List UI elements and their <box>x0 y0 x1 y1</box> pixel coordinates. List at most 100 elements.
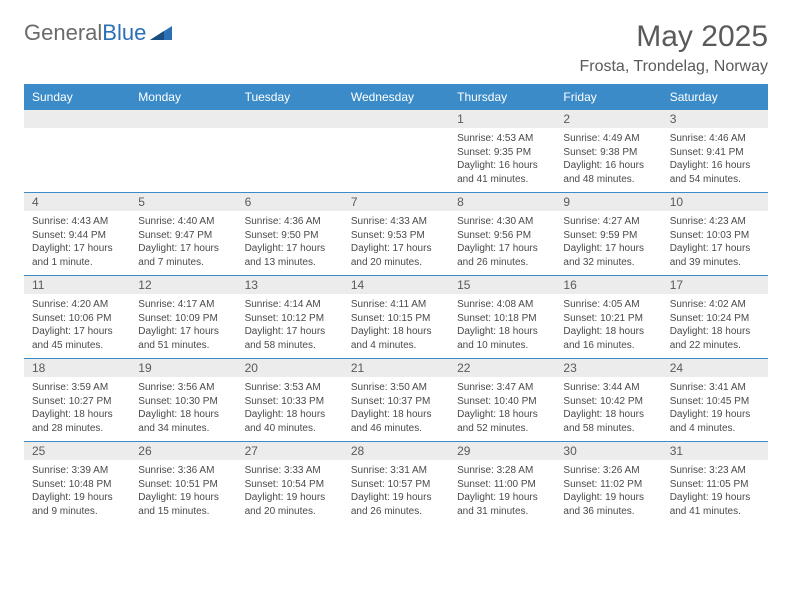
day-number-row: 1 <box>449 110 555 128</box>
daylight-text: Daylight: 19 hours and 36 minutes. <box>563 491 653 518</box>
day-content <box>130 128 236 186</box>
sunset-text: Sunset: 9:41 PM <box>670 146 760 160</box>
calendar-day: 16 Sunrise: 4:05 AMSunset: 10:21 PMDaylig… <box>555 276 661 358</box>
calendar-day: 29Sunrise: 3:28 AMSunset: 11:00 PMDaylig… <box>449 442 555 524</box>
day-content: Sunrise: 4:14 AMSunset: 10:12 PMDaylight… <box>237 294 343 358</box>
sunset-text: Sunset: 9:38 PM <box>563 146 653 160</box>
day-content: Sunrise: 4:20 AMSunset: 10:06 PMDaylight… <box>24 294 130 358</box>
calendar-day: 24 Sunrise: 3:41 AMSunset: 10:45 PMDaylig… <box>662 359 768 441</box>
calendar-day: 30 Sunrise: 3:26 AMSunset: 11:02 PMDaylig… <box>555 442 661 524</box>
header: GeneralBlue May 2025 Frosta, Trondelag, … <box>24 20 768 76</box>
weekday-header: Sunday <box>24 84 130 110</box>
calendar-page: GeneralBlue May 2025 Frosta, Trondelag, … <box>0 0 792 534</box>
day-content: Sunrise: 3:59 AMSunset: 10:27 PMDaylight… <box>24 377 130 441</box>
sunset-text: Sunset: 10:27 PM <box>32 395 122 409</box>
calendar-day: 5Sunrise: 4:40 AMSunset: 9:47 PMDaylight… <box>130 193 236 275</box>
sunrise-text: Sunrise: 4:33 AM <box>351 215 441 229</box>
sunset-text: Sunset: 10:12 PM <box>245 312 335 326</box>
sunset-text: Sunset: 9:59 PM <box>563 229 653 243</box>
calendar-week: 18Sunrise: 3:59 AMSunset: 10:27 PMDaylig… <box>24 359 768 442</box>
day-content: Sunrise: 3:41 AMSunset: 10:45 PMDaylight… <box>662 377 768 441</box>
daylight-text: Daylight: 18 hours and 46 minutes. <box>351 408 441 435</box>
daylight-text: Daylight: 18 hours and 22 minutes. <box>670 325 760 352</box>
day-number-row: 30 <box>555 442 661 460</box>
day-content: Sunrise: 3:36 AMSunset: 10:51 PMDaylight… <box>130 460 236 524</box>
calendar-day: 14Sunrise: 4:11 AMSunset: 10:15 PMDaylig… <box>343 276 449 358</box>
sunrise-text: Sunrise: 4:49 AM <box>563 132 653 146</box>
sunrise-text: Sunrise: 4:46 AM <box>670 132 760 146</box>
day-content: Sunrise: 3:28 AMSunset: 11:00 PMDaylight… <box>449 460 555 524</box>
day-number-row: 10 <box>662 193 768 211</box>
sunset-text: Sunset: 10:48 PM <box>32 478 122 492</box>
daylight-text: Daylight: 16 hours and 41 minutes. <box>457 159 547 186</box>
sunset-text: Sunset: 10:03 PM <box>670 229 760 243</box>
calendar-grid: SundayMondayTuesdayWednesdayThursdayFrid… <box>24 84 768 524</box>
day-number: 20 <box>237 361 266 375</box>
weekday-header: Saturday <box>662 84 768 110</box>
daylight-text: Daylight: 18 hours and 52 minutes. <box>457 408 547 435</box>
day-number-row: 31 <box>662 442 768 460</box>
sunset-text: Sunset: 10:40 PM <box>457 395 547 409</box>
calendar-day: 15Sunrise: 4:08 AMSunset: 10:18 PMDaylig… <box>449 276 555 358</box>
sunrise-text: Sunrise: 4:40 AM <box>138 215 228 229</box>
daylight-text: Daylight: 17 hours and 39 minutes. <box>670 242 760 269</box>
day-number: 24 <box>662 361 691 375</box>
day-content <box>237 128 343 186</box>
sunrise-text: Sunrise: 4:43 AM <box>32 215 122 229</box>
day-content: Sunrise: 3:23 AMSunset: 11:05 PMDaylight… <box>662 460 768 524</box>
logo-blue: Blue <box>102 20 146 45</box>
day-number-row: 11 <box>24 276 130 294</box>
day-content: Sunrise: 4:27 AMSunset: 9:59 PMDaylight:… <box>555 211 661 275</box>
day-number: 1 <box>449 112 472 126</box>
day-content <box>24 128 130 186</box>
day-number-row: 18 <box>24 359 130 377</box>
daylight-text: Daylight: 19 hours and 4 minutes. <box>670 408 760 435</box>
day-number: 17 <box>662 278 691 292</box>
calendar-day: 12Sunrise: 4:17 AMSunset: 10:09 PMDaylig… <box>130 276 236 358</box>
day-number: 16 <box>555 278 584 292</box>
day-content: Sunrise: 4:11 AMSunset: 10:15 PMDaylight… <box>343 294 449 358</box>
daylight-text: Daylight: 19 hours and 26 minutes. <box>351 491 441 518</box>
sunset-text: Sunset: 10:45 PM <box>670 395 760 409</box>
logo-general: General <box>24 20 102 45</box>
day-number: 11 <box>24 278 52 292</box>
sunrise-text: Sunrise: 3:47 AM <box>457 381 547 395</box>
day-content: Sunrise: 3:33 AMSunset: 10:54 PMDaylight… <box>237 460 343 524</box>
calendar-day <box>24 110 130 192</box>
calendar-day: 17Sunrise: 4:02 AMSunset: 10:24 PMDaylig… <box>662 276 768 358</box>
daylight-text: Daylight: 17 hours and 20 minutes. <box>351 242 441 269</box>
title-block: May 2025 Frosta, Trondelag, Norway <box>579 20 768 76</box>
sunrise-text: Sunrise: 3:36 AM <box>138 464 228 478</box>
calendar-day: 19Sunrise: 3:56 AMSunset: 10:30 PMDaylig… <box>130 359 236 441</box>
weekday-header: Monday <box>130 84 236 110</box>
day-number-row: 25 <box>24 442 130 460</box>
day-number-row: 4 <box>24 193 130 211</box>
day-number: 12 <box>130 278 159 292</box>
day-content: Sunrise: 4:46 AMSunset: 9:41 PMDaylight:… <box>662 128 768 192</box>
weekday-header: Tuesday <box>237 84 343 110</box>
sunrise-text: Sunrise: 3:50 AM <box>351 381 441 395</box>
day-number-row <box>130 110 236 128</box>
sunset-text: Sunset: 11:00 PM <box>457 478 547 492</box>
sunset-text: Sunset: 9:50 PM <box>245 229 335 243</box>
day-content: Sunrise: 3:39 AMSunset: 10:48 PMDaylight… <box>24 460 130 524</box>
location-subtitle: Frosta, Trondelag, Norway <box>579 58 768 76</box>
calendar-day: 7Sunrise: 4:33 AMSunset: 9:53 PMDaylight… <box>343 193 449 275</box>
day-content: Sunrise: 4:33 AMSunset: 9:53 PMDaylight:… <box>343 211 449 275</box>
day-number: 30 <box>555 444 584 458</box>
daylight-text: Daylight: 19 hours and 31 minutes. <box>457 491 547 518</box>
day-number-row: 7 <box>343 193 449 211</box>
weekday-header: Wednesday <box>343 84 449 110</box>
sunset-text: Sunset: 11:05 PM <box>670 478 760 492</box>
daylight-text: Daylight: 18 hours and 4 minutes. <box>351 325 441 352</box>
day-content: Sunrise: 4:05 AMSunset: 10:21 PMDaylight… <box>555 294 661 358</box>
daylight-text: Daylight: 17 hours and 7 minutes. <box>138 242 228 269</box>
daylight-text: Daylight: 19 hours and 20 minutes. <box>245 491 335 518</box>
day-content: Sunrise: 4:08 AMSunset: 10:18 PMDaylight… <box>449 294 555 358</box>
daylight-text: Daylight: 17 hours and 13 minutes. <box>245 242 335 269</box>
sunrise-text: Sunrise: 4:02 AM <box>670 298 760 312</box>
calendar-day: 23Sunrise: 3:44 AMSunset: 10:42 PMDaylig… <box>555 359 661 441</box>
day-content: Sunrise: 3:26 AMSunset: 11:02 PMDaylight… <box>555 460 661 524</box>
sunset-text: Sunset: 10:42 PM <box>563 395 653 409</box>
daylight-text: Daylight: 17 hours and 26 minutes. <box>457 242 547 269</box>
